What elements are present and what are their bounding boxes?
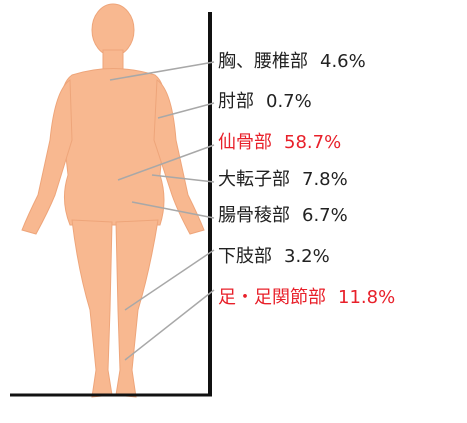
part-label: 肘部 — [218, 91, 254, 112]
body-figure — [22, 4, 204, 397]
part-label: 下肢部 — [218, 246, 272, 267]
part-label: 胸、腰椎部 — [218, 51, 308, 72]
diagram: 胸、腰椎部 4.6% 肘部 0.7% 仙骨部 58.7% 大転子部 7.8% 腸骨稜部 6.7% 下… — [0, 0, 467, 423]
percentage: 0.7% — [266, 91, 312, 112]
percentage: 3.2% — [284, 246, 330, 267]
part-label: 仙骨部 — [218, 132, 272, 153]
percentage: 58.7% — [284, 132, 341, 153]
percentage: 7.8% — [302, 169, 348, 190]
part-label: 大転子部 — [218, 169, 290, 190]
percentage: 4.6% — [320, 51, 366, 72]
percentage: 11.8% — [338, 287, 395, 308]
part-label: 足・足関節部 — [218, 287, 326, 308]
part-label: 腸骨稜部 — [218, 205, 290, 226]
percentage: 6.7% — [302, 205, 348, 226]
